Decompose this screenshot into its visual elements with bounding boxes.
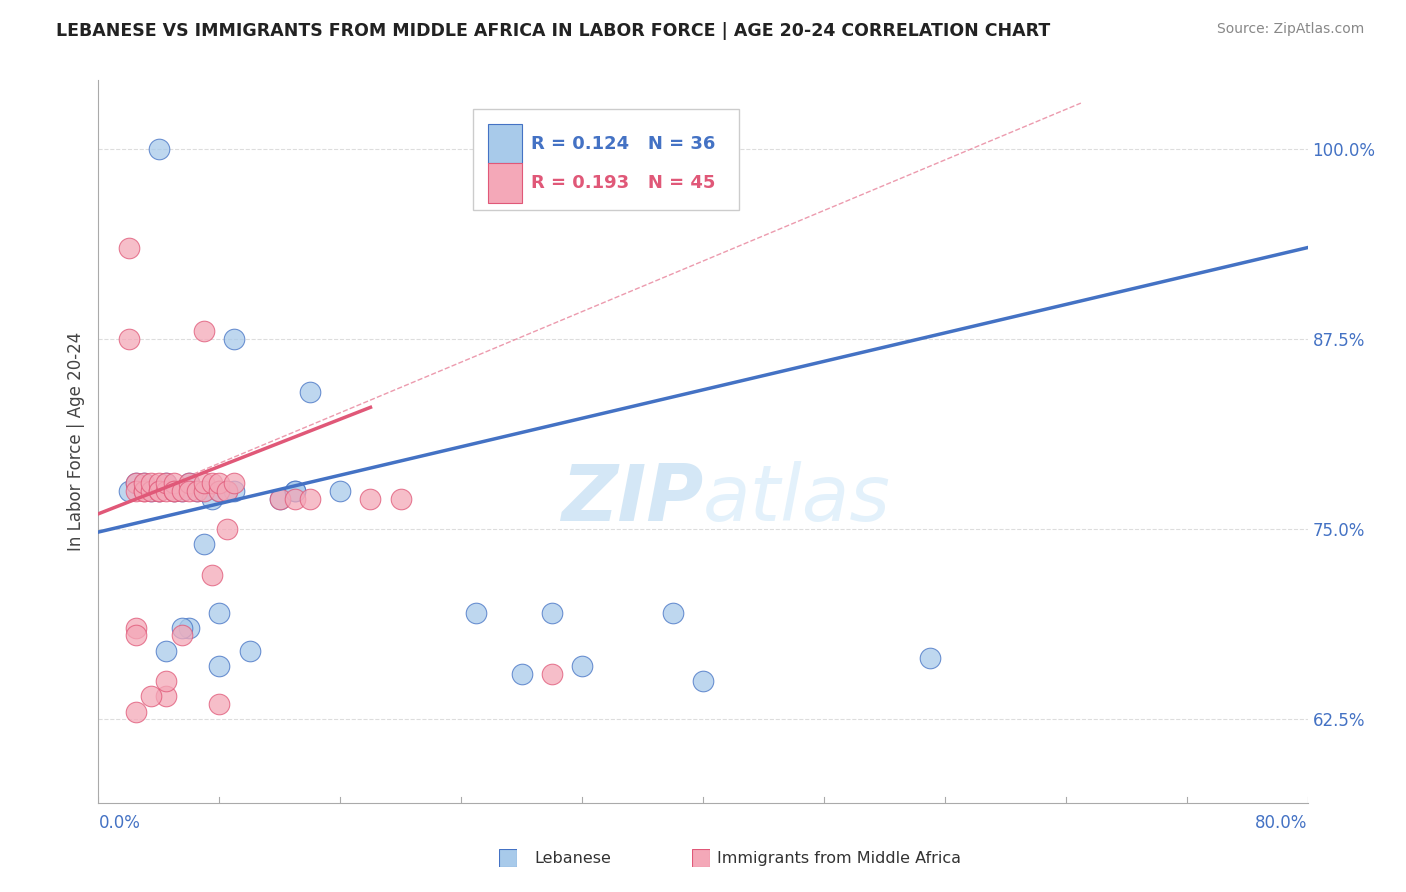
Point [155, 476, 177, 491]
Point [186, 483, 208, 498]
Bar [488, 163, 522, 203]
Point [215, 522, 238, 536]
Point [148, 142, 170, 156]
Point [193, 537, 215, 551]
Point [170, 621, 193, 635]
Text: 0.0%: 0.0% [98, 814, 141, 832]
Point [208, 606, 231, 620]
Point [215, 483, 238, 498]
Point [125, 621, 148, 635]
Point [155, 674, 177, 689]
Point [163, 483, 186, 498]
Point [208, 476, 231, 491]
Point [208, 483, 231, 498]
Point [208, 659, 231, 673]
Point [125, 476, 148, 491]
Text: Immigrants from Middle Africa: Immigrants from Middle Africa [717, 851, 962, 865]
Point [179, 476, 201, 491]
Point [201, 491, 224, 506]
Point [155, 476, 177, 491]
Text: LEBANESE VS IMMIGRANTS FROM MIDDLE AFRICA IN LABOR FORCE | AGE 20-24 CORRELATION: LEBANESE VS IMMIGRANTS FROM MIDDLE AFRIC… [56, 22, 1050, 40]
Text: ZIP: ZIP [561, 461, 703, 537]
Point [170, 483, 193, 498]
FancyBboxPatch shape [474, 109, 740, 211]
Point [118, 241, 141, 255]
Point [269, 491, 291, 506]
Point [193, 483, 215, 498]
Point [284, 491, 307, 506]
Bar [488, 124, 522, 163]
Point [186, 483, 208, 498]
Point [163, 483, 186, 498]
Point [299, 385, 322, 400]
Point [224, 483, 246, 498]
Point [208, 697, 231, 711]
Point [132, 483, 155, 498]
Point [284, 483, 307, 498]
Point [692, 674, 714, 689]
Point [141, 483, 163, 498]
Point [163, 483, 186, 498]
Point [193, 476, 215, 491]
Text: Lebanese: Lebanese [534, 851, 612, 865]
Point [170, 628, 193, 642]
Point [132, 483, 155, 498]
Point [148, 476, 170, 491]
Point [141, 483, 163, 498]
Point [155, 483, 177, 498]
Text: atlas: atlas [703, 461, 891, 537]
Y-axis label: In Labor Force | Age 20-24: In Labor Force | Age 20-24 [66, 332, 84, 551]
Point [155, 643, 177, 657]
Point [201, 567, 224, 582]
Point [125, 705, 148, 719]
Point [193, 324, 215, 338]
Point [179, 483, 201, 498]
Text: Source: ZipAtlas.com: Source: ZipAtlas.com [1216, 22, 1364, 37]
Point [389, 491, 412, 506]
Point [148, 483, 170, 498]
Point [510, 666, 533, 681]
Point [179, 476, 201, 491]
Point [465, 606, 488, 620]
Text: 80.0%: 80.0% [1256, 814, 1308, 832]
Text: R = 0.124   N = 36: R = 0.124 N = 36 [531, 135, 716, 153]
Point [299, 491, 322, 506]
Point [141, 476, 163, 491]
Point [193, 483, 215, 498]
Point [201, 476, 224, 491]
Point [239, 643, 262, 657]
Point [360, 491, 382, 506]
Point [571, 659, 593, 673]
Point [155, 690, 177, 704]
Point [132, 476, 155, 491]
Point [179, 621, 201, 635]
Point [540, 606, 562, 620]
Point [163, 476, 186, 491]
Point [661, 606, 683, 620]
Point [208, 483, 231, 498]
Point [132, 476, 155, 491]
Point [118, 483, 141, 498]
Point [148, 483, 170, 498]
Point [141, 690, 163, 704]
Point [224, 476, 246, 491]
Point [224, 332, 246, 346]
Text: R = 0.193   N = 45: R = 0.193 N = 45 [531, 174, 716, 192]
Point [329, 483, 352, 498]
Point [284, 483, 307, 498]
Point [148, 483, 170, 498]
Point [918, 651, 941, 665]
Point [125, 628, 148, 642]
Point [125, 476, 148, 491]
Point [269, 491, 291, 506]
Point [540, 666, 562, 681]
Point [125, 483, 148, 498]
Point [118, 332, 141, 346]
Point [170, 483, 193, 498]
Point [215, 483, 238, 498]
